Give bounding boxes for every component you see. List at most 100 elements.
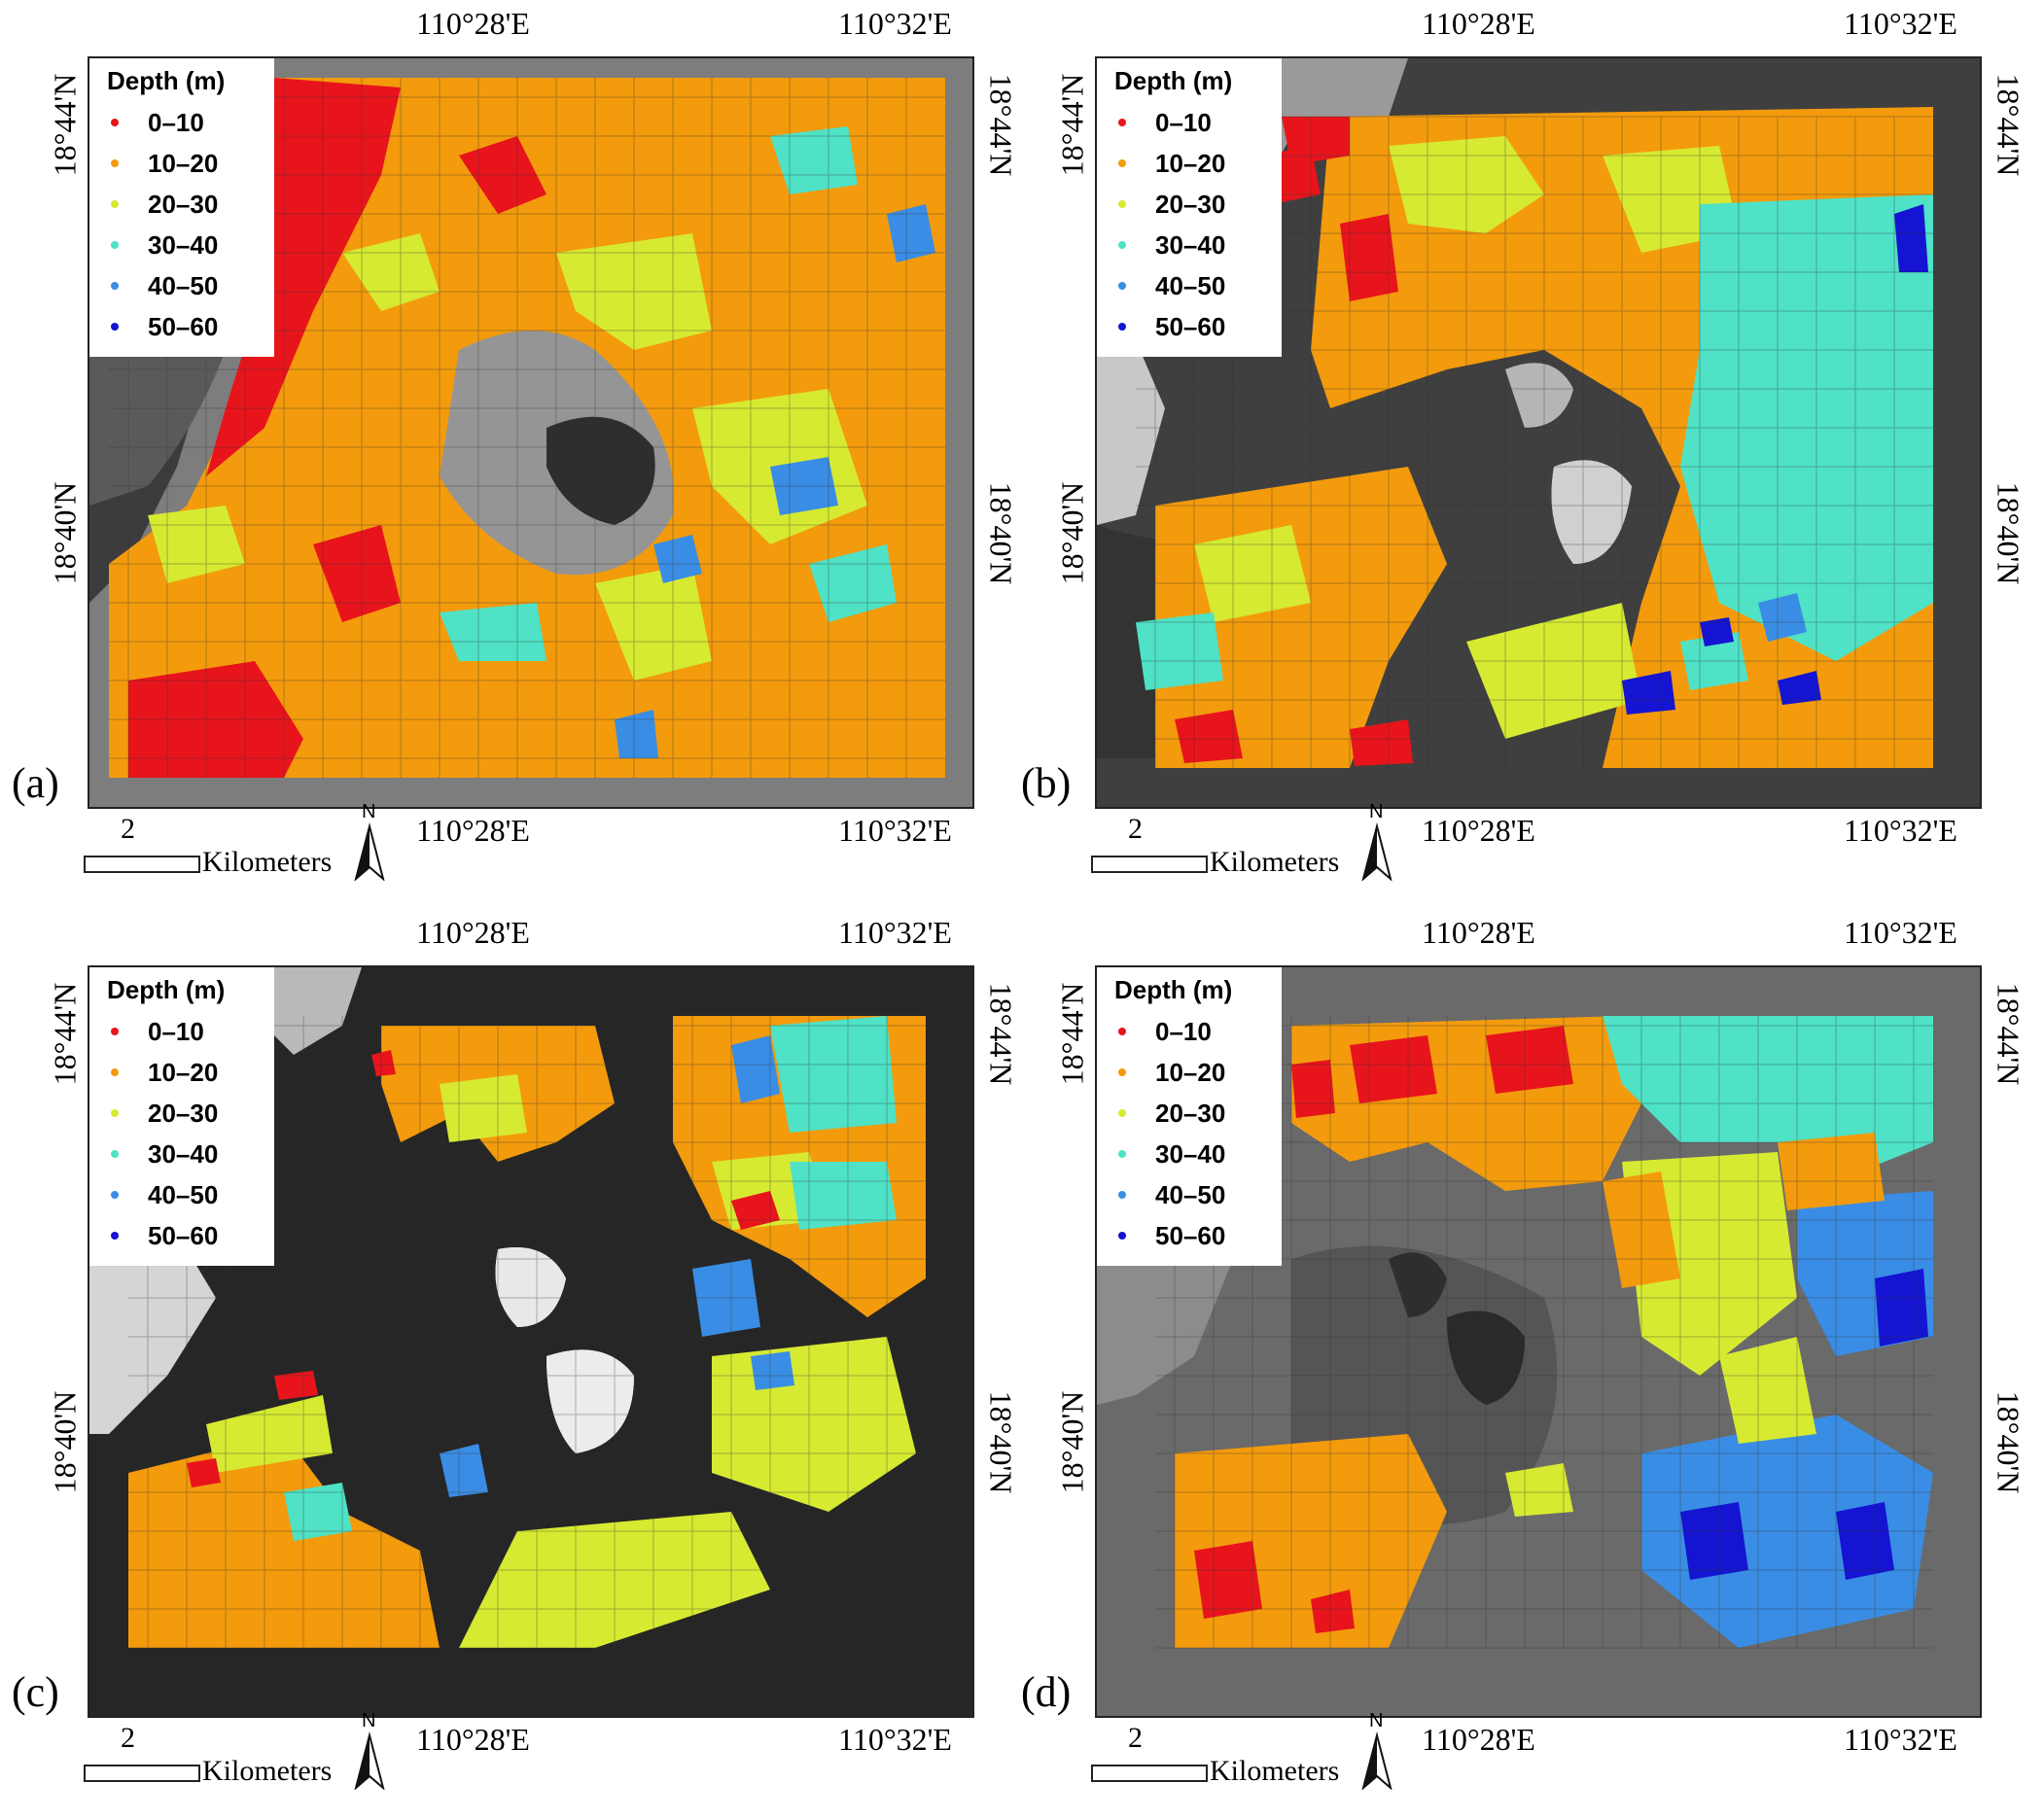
north-arrow-icon: N [350,801,389,882]
legend-label: 10–20 [148,148,219,178]
north-arrow-icon: N [1357,1710,1396,1791]
legend-swatch-yellow [111,1109,119,1117]
legend-label: 10–20 [1155,1057,1226,1087]
legend-swatch-orange [1118,159,1126,167]
legend-swatch-cyan [1118,241,1126,249]
legend-label: 40–50 [1155,1179,1226,1209]
lat-label-left-bottom: 18°40'N [1054,1390,1090,1494]
lat-label-right-top: 18°44'N [1991,982,2026,1086]
legend-swatch-cyan [1118,1150,1126,1158]
legend-swatch-lightblue [111,1191,119,1199]
lon-label-top-right: 110°32'E [1844,915,1957,950]
lon-label-bottom-right: 110°32'E [838,813,952,848]
scale-unit: Kilometers [1210,846,1340,878]
north-letter: N [362,801,376,822]
north-letter: N [1369,1710,1384,1731]
lat-label-right-top: 18°44'N [1991,73,2026,177]
legend-label: 0–10 [148,1016,204,1046]
legend-label: 40–50 [1155,270,1226,300]
legend-swatch-yellow [1118,200,1126,208]
panel-label: (b) [1021,759,1072,807]
legend-title: Depth (m) [1114,66,1233,95]
legend-swatch-lightblue [1118,282,1126,290]
legend-d: Depth (m) 0–10 10–20 20–30 30–40 40–50 5… [1097,967,1282,1266]
legend-swatch-orange [111,1068,119,1076]
legend-label: 20–30 [148,1098,219,1128]
lon-label-top-right: 110°32'E [1844,6,1957,41]
scale-bar-a: 2 Kilometers [84,813,375,878]
legend-label: 0–10 [1155,107,1212,137]
legend-title: Depth (m) [107,975,226,1004]
legend-swatch-red [111,119,119,126]
lat-label-left-top: 18°44'N [1054,73,1090,177]
scale-bar-box [84,1765,200,1782]
scale-value: 2 [1128,1722,1143,1754]
lat-label-left-bottom: 18°40'N [47,1390,83,1494]
north-arrow-icon: N [350,1710,389,1791]
legend-swatch-yellow [1118,1109,1126,1117]
scale-value: 2 [121,813,135,845]
legend-title: Depth (m) [1114,975,1233,1004]
depth-overlay-a [109,78,945,778]
legend-title: Depth (m) [107,66,226,95]
north-letter: N [1369,801,1384,822]
legend-swatch-yellow [111,200,119,208]
legend-label: 0–10 [148,107,204,137]
scale-bar-box [84,856,200,873]
legend-label: 50–60 [1155,1220,1226,1250]
legend-swatch-cyan [111,241,119,249]
sar-map-c: Depth (m) 0–10 10–20 20–30 30–40 40–50 5… [88,965,974,1718]
legend-swatch-orange [111,159,119,167]
legend-label: 50–60 [148,1220,219,1250]
scale-bar-box [1091,856,1208,873]
sar-map-d: Depth (m) 0–10 10–20 20–30 30–40 40–50 5… [1095,965,1982,1718]
lat-label-right-top: 18°44'N [983,982,1019,1086]
lon-label-bottom-right: 110°32'E [1844,1722,1957,1757]
scale-bar-b: 2 Kilometers [1091,813,1383,878]
lon-label-top-left: 110°28'E [416,6,530,41]
legend-label: 30–40 [1155,229,1226,260]
lat-label-left-bottom: 18°40'N [1054,481,1090,585]
legend-label: 50–60 [148,311,219,341]
scale-bar-d: 2 Kilometers [1091,1722,1383,1787]
legend-swatch-lightblue [111,282,119,290]
lon-label-bottom-left: 110°28'E [1422,813,1535,848]
legend-swatch-cyan [111,1150,119,1158]
sample-grid-d [1155,1016,1933,1649]
lon-label-top-right: 110°32'E [838,6,952,41]
legend-label: 0–10 [1155,1016,1212,1046]
scale-value: 2 [1128,813,1143,845]
lon-label-top-right: 110°32'E [838,915,952,950]
legend-label: 30–40 [148,229,219,260]
legend-label: 30–40 [1155,1138,1226,1169]
depth-overlay-d [1175,1016,1933,1648]
north-arrow-icon: N [1357,801,1396,882]
scale-value: 2 [121,1722,135,1754]
lat-label-right-top: 18°44'N [983,73,1019,177]
legend-a: Depth (m) 0–10 10–20 20–30 30–40 40–50 5… [89,58,274,357]
panel-b: Depth (m) 0–10 10–20 20–30 30–40 40–50 5… [1021,0,2042,909]
legend-swatch-blue [111,1232,119,1240]
lat-label-right-bottom: 18°40'N [983,481,1019,585]
panel-d: Depth (m) 0–10 10–20 20–30 30–40 40–50 5… [1021,909,2042,1818]
lat-label-left-top: 18°44'N [47,982,83,1086]
scale-unit: Kilometers [202,846,333,878]
sar-map-a: Depth (m) 0–10 10–20 20–30 30–40 40–50 5… [88,56,974,809]
lat-label-left-top: 18°44'N [47,73,83,177]
scale-bar-c: 2 Kilometers [84,1722,375,1787]
legend-swatch-blue [1118,1232,1126,1240]
legend-swatch-red [1118,119,1126,126]
sar-map-b: Depth (m) 0–10 10–20 20–30 30–40 40–50 5… [1095,56,1982,809]
legend-b: Depth (m) 0–10 10–20 20–30 30–40 40–50 5… [1097,58,1282,357]
panel-label: (d) [1021,1668,1072,1716]
panel-c: Depth (m) 0–10 10–20 20–30 30–40 40–50 5… [0,909,1021,1818]
lon-label-top-left: 110°28'E [1422,915,1535,950]
depth-overlay-c [128,1016,926,1648]
depth-overlay-b [1136,107,1933,768]
legend-swatch-blue [1118,323,1126,331]
panel-label: (c) [12,1668,59,1716]
lon-label-bottom-right: 110°32'E [1844,813,1957,848]
lat-label-right-bottom: 18°40'N [983,1390,1019,1494]
legend-label: 20–30 [1155,1098,1226,1128]
scale-unit: Kilometers [202,1755,333,1787]
